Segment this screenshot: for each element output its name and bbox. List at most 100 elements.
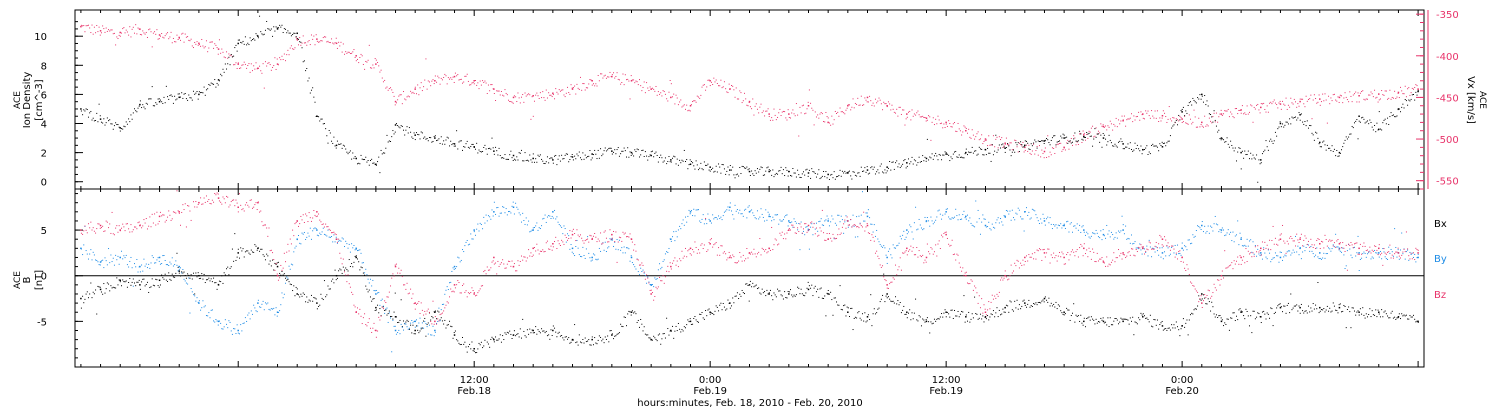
density-dot	[619, 156, 620, 157]
by-dot	[778, 224, 779, 225]
density-point	[532, 158, 534, 160]
vx-dot	[1411, 92, 1412, 93]
density-dot	[1245, 154, 1246, 155]
by-dot	[363, 262, 364, 263]
vx-dot	[1293, 104, 1294, 105]
vx-dot	[324, 36, 325, 37]
density-dot	[722, 164, 723, 165]
vx-dot	[1205, 126, 1206, 127]
by-dot	[912, 231, 913, 232]
bx-dot	[639, 327, 640, 328]
vx-point	[1240, 109, 1242, 111]
vx-dot	[627, 79, 628, 80]
vx-dot	[857, 98, 858, 99]
vx-dot	[594, 85, 595, 86]
vx-dot	[1327, 123, 1328, 124]
vx-dot	[778, 112, 779, 113]
bx-dot	[1006, 305, 1007, 306]
bx-dot	[464, 342, 465, 343]
vx-dot	[891, 105, 892, 106]
by-dot	[939, 210, 940, 211]
vx-dot	[441, 78, 442, 79]
by-dot	[598, 259, 599, 260]
vx-dot	[714, 81, 715, 82]
by-dot	[748, 207, 749, 208]
by-dot	[698, 209, 699, 210]
vx-dot	[1284, 105, 1285, 106]
bx-dot	[1302, 310, 1303, 311]
vx-point	[1299, 101, 1301, 103]
by-dot	[532, 230, 533, 231]
bx-dot	[1090, 320, 1091, 321]
bx-point	[611, 334, 613, 336]
density-dot	[162, 103, 163, 104]
vx-dot	[202, 45, 203, 46]
vx-dot	[194, 42, 195, 43]
vx-dot	[1401, 90, 1402, 91]
bx-dot	[475, 352, 476, 353]
vx-dot	[279, 57, 280, 58]
density-dot	[855, 175, 856, 176]
vx-dot	[971, 138, 972, 139]
vx-dot	[1283, 104, 1284, 105]
by-dot	[1097, 233, 1098, 234]
vx-dot	[921, 116, 922, 117]
density-dot	[566, 153, 567, 154]
density-dot	[1409, 100, 1410, 101]
vx-dot	[382, 78, 383, 79]
vx-dot	[1043, 153, 1044, 154]
y-tick-label-left: 10	[34, 32, 47, 43]
vx-dot	[405, 99, 406, 100]
density-dot	[1363, 119, 1364, 120]
density-dot	[828, 174, 829, 175]
vx-dot	[619, 79, 620, 80]
bx-dot	[676, 326, 677, 327]
by-dot	[163, 255, 164, 256]
density-dot	[191, 97, 192, 98]
vx-dot	[369, 45, 370, 46]
vx-dot	[265, 61, 266, 62]
density-dot	[906, 167, 907, 168]
density-dot	[530, 159, 531, 160]
density-dot	[1030, 149, 1031, 150]
vx-dot	[312, 39, 313, 40]
by-dot	[709, 219, 710, 220]
density-dot	[771, 175, 772, 176]
bx-dot	[1109, 326, 1110, 327]
by-dot	[1155, 252, 1156, 253]
density-dot	[790, 175, 791, 176]
density-dot	[1301, 113, 1302, 114]
vx-dot	[317, 41, 318, 42]
vx-dot	[1405, 86, 1406, 87]
vx-dot	[377, 62, 378, 63]
bx-dot	[1262, 312, 1263, 313]
density-dot	[584, 159, 585, 160]
vx-dot	[184, 42, 185, 43]
bx-dot	[377, 305, 378, 306]
by-dot	[909, 224, 910, 225]
density-dot	[1043, 140, 1044, 141]
bx-dot	[379, 308, 380, 309]
density-dot	[410, 132, 411, 133]
vx-dot	[269, 62, 270, 63]
density-dot	[287, 30, 288, 31]
density-dot	[574, 156, 575, 157]
vx-dot	[965, 127, 966, 128]
by-point	[159, 257, 161, 259]
vx-dot	[1348, 101, 1349, 102]
bx-point	[886, 293, 888, 295]
top-right-ylabel: ACE Vx [km/s]	[1465, 76, 1487, 124]
vx-dot	[416, 93, 417, 94]
density-dot	[971, 152, 972, 153]
bx-dot	[1130, 317, 1131, 318]
bx-dot	[202, 279, 203, 280]
vx-dot	[959, 128, 960, 129]
vx-dot	[163, 37, 164, 38]
density-dot	[232, 56, 233, 57]
bx-dot	[140, 289, 141, 290]
vx-dot	[996, 137, 997, 138]
vx-dot	[794, 113, 795, 114]
vx-dot	[660, 92, 661, 93]
vx-dot	[802, 105, 803, 106]
bx-dot	[1322, 309, 1323, 310]
